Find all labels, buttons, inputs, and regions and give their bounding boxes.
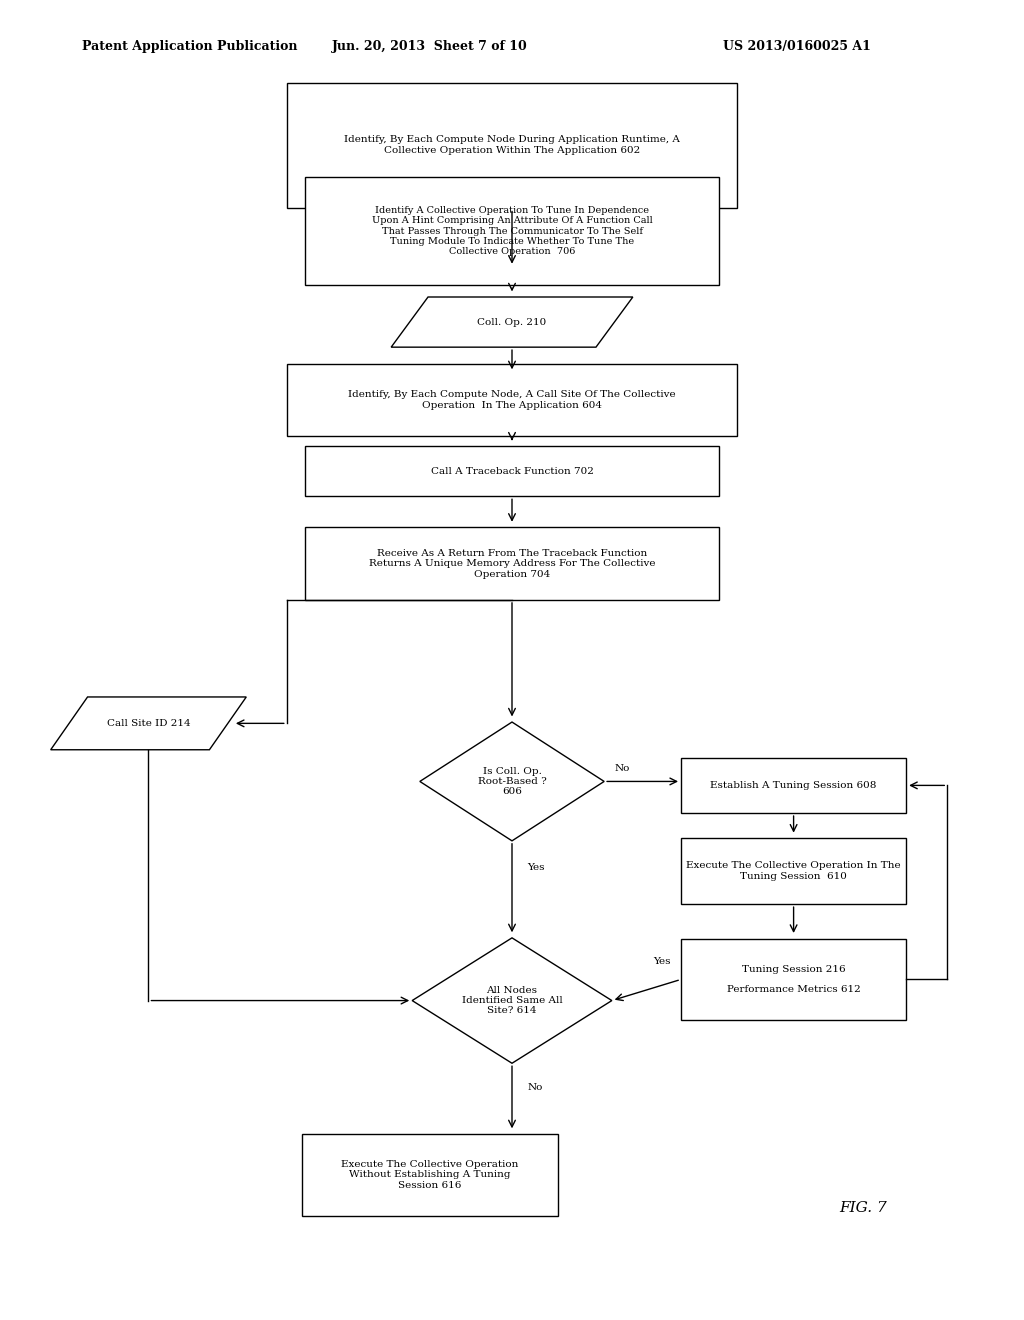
Text: Identify, By Each Compute Node, A Call Site Of The Collective
Operation  In The : Identify, By Each Compute Node, A Call S… [348, 391, 676, 409]
Polygon shape [420, 722, 604, 841]
Text: Receive As A Return From The Traceback Function
Returns A Unique Memory Address : Receive As A Return From The Traceback F… [369, 549, 655, 578]
Text: Execute The Collective Operation
Without Establishing A Tuning
Session 616: Execute The Collective Operation Without… [341, 1160, 519, 1189]
Text: Jun. 20, 2013  Sheet 7 of 10: Jun. 20, 2013 Sheet 7 of 10 [332, 40, 528, 53]
Text: Identify, By Each Compute Node During Application Runtime, A
Collective Operatio: Identify, By Each Compute Node During Ap… [344, 136, 680, 154]
Polygon shape [50, 697, 246, 750]
Polygon shape [391, 297, 633, 347]
Text: Patent Application Publication: Patent Application Publication [82, 40, 297, 53]
Text: Coll. Op. 210: Coll. Op. 210 [477, 318, 547, 326]
FancyBboxPatch shape [305, 446, 719, 496]
FancyBboxPatch shape [681, 838, 906, 904]
Text: Identify A Collective Operation To Tune In Dependence
Upon A Hint Comprising An : Identify A Collective Operation To Tune … [372, 206, 652, 256]
FancyBboxPatch shape [287, 363, 737, 436]
Text: Call A Traceback Function 702: Call A Traceback Function 702 [430, 467, 594, 475]
Text: No: No [614, 764, 630, 772]
Text: Is Coll. Op.
Root-Based ?
606: Is Coll. Op. Root-Based ? 606 [477, 767, 547, 796]
Text: Execute The Collective Operation In The
Tuning Session  610: Execute The Collective Operation In The … [686, 862, 901, 880]
Text: All Nodes
Identified Same All
Site? 614: All Nodes Identified Same All Site? 614 [462, 986, 562, 1015]
Text: No: No [527, 1082, 543, 1092]
Polygon shape [412, 937, 612, 1064]
FancyBboxPatch shape [287, 82, 737, 207]
FancyBboxPatch shape [681, 939, 906, 1020]
FancyBboxPatch shape [302, 1134, 558, 1216]
FancyBboxPatch shape [305, 177, 719, 285]
Text: Tuning Session 216

Performance Metrics 612: Tuning Session 216 Performance Metrics 6… [727, 965, 860, 994]
FancyBboxPatch shape [305, 527, 719, 599]
Text: Call Site ID 214: Call Site ID 214 [106, 719, 190, 727]
Text: FIG. 7: FIG. 7 [840, 1201, 888, 1214]
Text: US 2013/0160025 A1: US 2013/0160025 A1 [723, 40, 870, 53]
Text: Yes: Yes [653, 957, 671, 966]
Text: Establish A Tuning Session 608: Establish A Tuning Session 608 [711, 781, 877, 789]
FancyBboxPatch shape [681, 758, 906, 813]
Text: Yes: Yes [527, 863, 545, 871]
